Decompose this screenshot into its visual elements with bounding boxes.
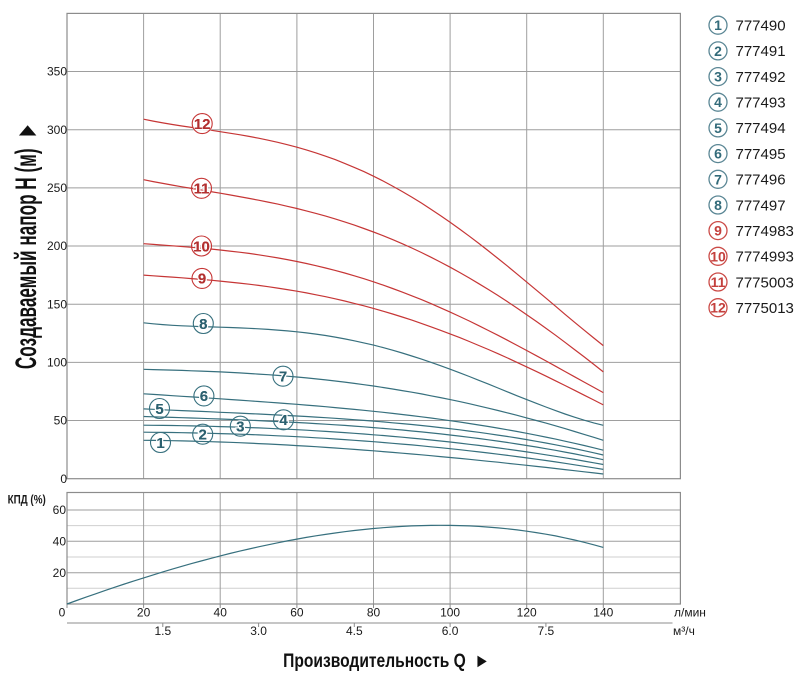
svg-text:350: 350 <box>47 65 67 79</box>
svg-text:1: 1 <box>156 435 164 452</box>
svg-text:8: 8 <box>199 316 207 333</box>
svg-text:80: 80 <box>367 606 381 620</box>
svg-text:777493: 777493 <box>736 95 786 112</box>
svg-text:6: 6 <box>714 146 722 162</box>
svg-text:7774993: 7774993 <box>736 249 794 266</box>
svg-text:2: 2 <box>199 427 207 444</box>
svg-text:2: 2 <box>714 43 722 59</box>
svg-text:5: 5 <box>714 120 722 136</box>
svg-text:777491: 777491 <box>736 43 786 60</box>
svg-text:м³/ч: м³/ч <box>673 624 695 638</box>
svg-text:4: 4 <box>714 94 722 110</box>
svg-text:7: 7 <box>279 369 287 386</box>
svg-text:11: 11 <box>194 181 210 198</box>
svg-text:20: 20 <box>53 566 67 580</box>
svg-text:л/мин: л/мин <box>674 606 706 620</box>
svg-text:120: 120 <box>517 606 537 620</box>
svg-text:5: 5 <box>155 401 163 418</box>
svg-text:1: 1 <box>714 17 722 33</box>
svg-text:11: 11 <box>711 274 726 290</box>
svg-text:11: 11 <box>194 181 210 198</box>
svg-text:40: 40 <box>53 535 67 549</box>
svg-text:100: 100 <box>47 356 67 370</box>
svg-text:12: 12 <box>710 300 726 316</box>
svg-text:7774983: 7774983 <box>736 223 794 240</box>
svg-text:10: 10 <box>193 238 210 255</box>
svg-text:4: 4 <box>279 412 288 429</box>
svg-text:7: 7 <box>714 171 722 187</box>
svg-text:10: 10 <box>193 238 210 255</box>
svg-text:0: 0 <box>60 472 67 486</box>
svg-text:777496: 777496 <box>736 172 786 189</box>
svg-text:777490: 777490 <box>736 18 786 35</box>
svg-text:Создаваемый напор H (м) ►: Создаваемый напор H (м) ► <box>10 122 43 369</box>
svg-text:Производительность Q ►: Производительность Q ► <box>283 649 490 671</box>
svg-text:40: 40 <box>214 606 228 620</box>
svg-text:1.5: 1.5 <box>154 624 171 638</box>
svg-text:9: 9 <box>198 271 206 288</box>
svg-text:7775003: 7775003 <box>736 274 794 291</box>
svg-text:10: 10 <box>710 248 726 264</box>
svg-text:КПД (%): КПД (%) <box>8 494 47 507</box>
svg-text:4: 4 <box>279 412 288 429</box>
svg-text:777495: 777495 <box>736 146 786 163</box>
svg-text:6.0: 6.0 <box>442 624 459 638</box>
svg-text:12: 12 <box>194 116 211 133</box>
svg-text:150: 150 <box>47 297 67 311</box>
svg-text:50: 50 <box>54 414 68 428</box>
svg-text:8: 8 <box>714 197 722 213</box>
svg-text:12: 12 <box>194 116 211 133</box>
svg-text:5: 5 <box>155 401 163 418</box>
svg-text:777492: 777492 <box>736 69 786 86</box>
svg-text:2: 2 <box>199 427 207 444</box>
svg-text:60: 60 <box>53 503 67 517</box>
svg-text:6: 6 <box>200 388 208 405</box>
svg-text:20: 20 <box>137 606 151 620</box>
svg-text:0: 0 <box>59 606 66 620</box>
svg-text:3.0: 3.0 <box>250 624 267 638</box>
svg-text:9: 9 <box>714 223 722 239</box>
svg-text:7: 7 <box>279 369 287 386</box>
svg-text:200: 200 <box>47 239 67 253</box>
svg-text:8: 8 <box>199 316 207 333</box>
svg-text:100: 100 <box>440 606 460 620</box>
svg-text:777497: 777497 <box>736 197 786 214</box>
svg-text:3: 3 <box>236 419 244 436</box>
svg-text:1: 1 <box>156 435 164 452</box>
svg-text:300: 300 <box>47 123 67 137</box>
svg-text:6: 6 <box>200 388 208 405</box>
svg-text:7.5: 7.5 <box>538 624 555 638</box>
svg-text:3: 3 <box>714 69 722 85</box>
svg-text:60: 60 <box>290 606 304 620</box>
svg-text:4.5: 4.5 <box>346 624 363 638</box>
svg-text:9: 9 <box>198 271 206 288</box>
svg-text:140: 140 <box>593 606 613 620</box>
svg-text:3: 3 <box>236 419 244 436</box>
svg-text:777494: 777494 <box>736 120 786 137</box>
svg-text:250: 250 <box>47 181 67 195</box>
svg-text:7775013: 7775013 <box>736 300 794 317</box>
